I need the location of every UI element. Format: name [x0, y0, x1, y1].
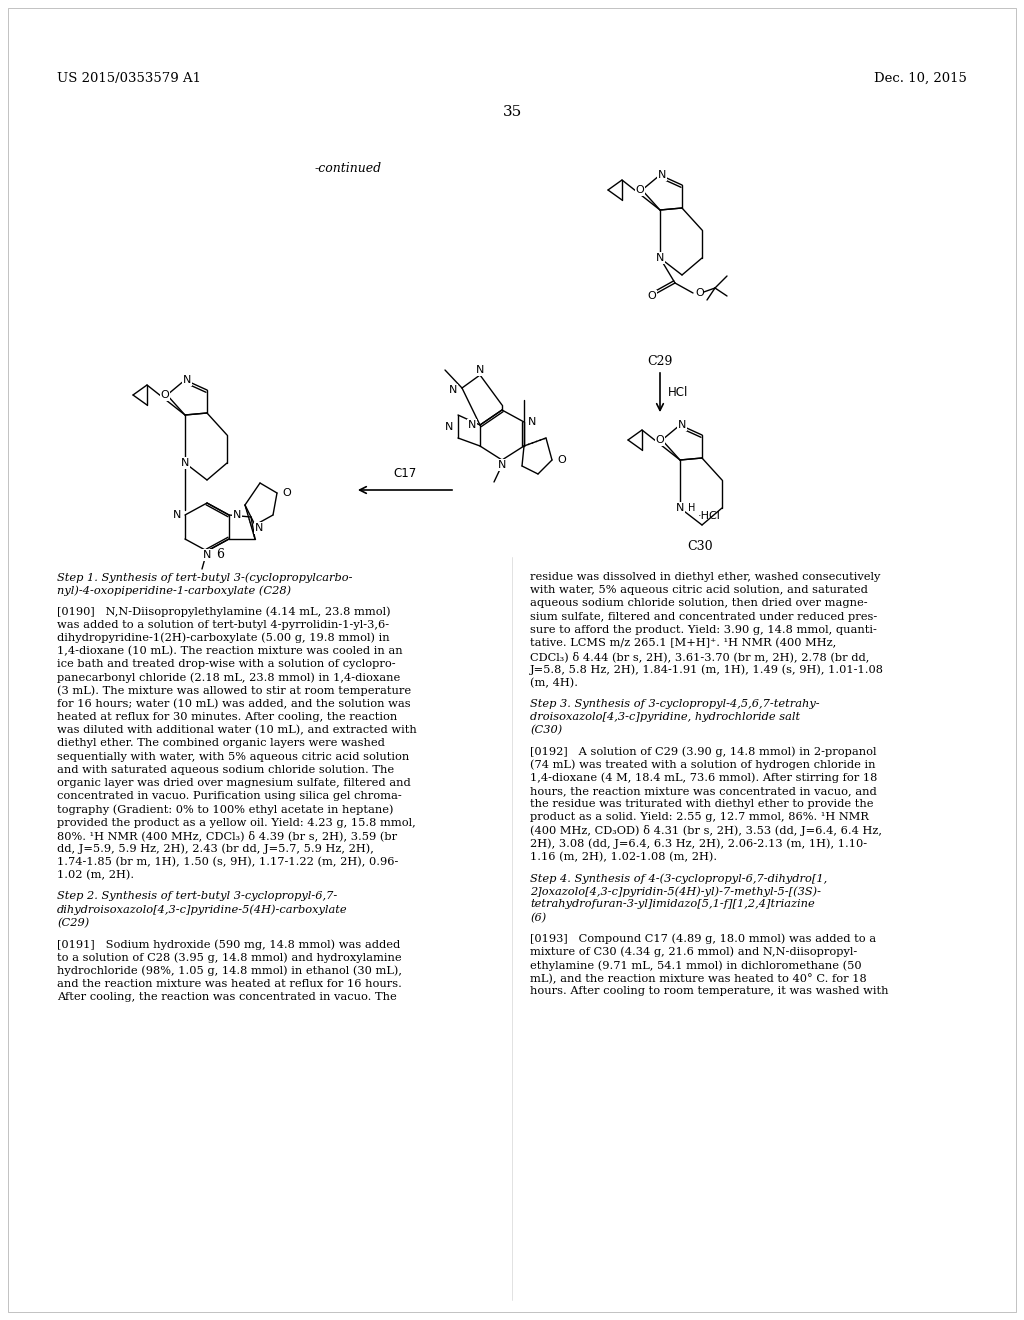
- Text: O: O: [161, 389, 169, 400]
- Text: ·HCl: ·HCl: [698, 511, 721, 521]
- Text: (C29): (C29): [57, 917, 89, 928]
- Text: Step 4. Synthesis of 4-(3-cyclopropyl-6,7-dihydro[1,: Step 4. Synthesis of 4-(3-cyclopropyl-6,…: [530, 873, 827, 883]
- Text: 80%. ¹H NMR (400 MHz, CDCl₃) δ 4.39 (br s, 2H), 3.59 (br: 80%. ¹H NMR (400 MHz, CDCl₃) δ 4.39 (br …: [57, 830, 397, 842]
- Text: was diluted with additional water (10 mL), and extracted with: was diluted with additional water (10 mL…: [57, 725, 417, 735]
- Text: 6: 6: [216, 548, 224, 561]
- Text: product as a solid. Yield: 2.55 g, 12.7 mmol, 86%. ¹H NMR: product as a solid. Yield: 2.55 g, 12.7 …: [530, 812, 869, 822]
- Text: to a solution of C28 (3.95 g, 14.8 mmol) and hydroxylamine: to a solution of C28 (3.95 g, 14.8 mmol)…: [57, 952, 401, 962]
- Text: CDCl₃) δ 4.44 (br s, 2H), 3.61-3.70 (br m, 2H), 2.78 (br dd,: CDCl₃) δ 4.44 (br s, 2H), 3.61-3.70 (br …: [530, 651, 869, 663]
- Text: droisoxazolo[4,3-c]pyridine, hydrochloride salt: droisoxazolo[4,3-c]pyridine, hydrochlori…: [530, 711, 800, 722]
- Text: hydrochloride (98%, 1.05 g, 14.8 mmol) in ethanol (30 mL),: hydrochloride (98%, 1.05 g, 14.8 mmol) i…: [57, 965, 402, 975]
- Text: N: N: [183, 375, 191, 385]
- Text: aqueous sodium chloride solution, then dried over magne-: aqueous sodium chloride solution, then d…: [530, 598, 867, 609]
- Text: and the reaction mixture was heated at reflux for 16 hours.: and the reaction mixture was heated at r…: [57, 978, 401, 989]
- Text: O: O: [655, 436, 665, 445]
- Text: N: N: [444, 421, 453, 432]
- Text: Step 1. Synthesis of tert-butyl 3-(cyclopropylcarbo-: Step 1. Synthesis of tert-butyl 3-(cyclo…: [57, 572, 352, 582]
- Text: [0192]   A solution of C29 (3.90 g, 14.8 mmol) in 2-propanol: [0192] A solution of C29 (3.90 g, 14.8 m…: [530, 746, 877, 756]
- Text: (m, 4H).: (m, 4H).: [530, 677, 578, 688]
- Text: dd, J=5.9, 5.9 Hz, 2H), 2.43 (br dd, J=5.7, 5.9 Hz, 2H),: dd, J=5.9, 5.9 Hz, 2H), 2.43 (br dd, J=5…: [57, 843, 374, 854]
- Text: C29: C29: [647, 355, 673, 368]
- Text: N: N: [655, 253, 665, 263]
- Text: H: H: [688, 503, 695, 513]
- Text: organic layer was dried over magnesium sulfate, filtered and: organic layer was dried over magnesium s…: [57, 777, 411, 788]
- Text: C17: C17: [393, 467, 417, 480]
- Text: After cooling, the reaction was concentrated in vacuo. The: After cooling, the reaction was concentr…: [57, 991, 396, 1002]
- Text: [0190]   N,N-Diisopropylethylamine (4.14 mL, 23.8 mmol): [0190] N,N-Diisopropylethylamine (4.14 m…: [57, 606, 390, 616]
- Text: with water, 5% aqueous citric acid solution, and saturated: with water, 5% aqueous citric acid solut…: [530, 585, 868, 595]
- Text: -continued: -continued: [315, 162, 382, 176]
- Text: 1.16 (m, 2H), 1.02-1.08 (m, 2H).: 1.16 (m, 2H), 1.02-1.08 (m, 2H).: [530, 851, 717, 862]
- Text: heated at reflux for 30 minutes. After cooling, the reaction: heated at reflux for 30 minutes. After c…: [57, 711, 397, 722]
- Text: 1,4-dioxane (10 mL). The reaction mixture was cooled in an: 1,4-dioxane (10 mL). The reaction mixtur…: [57, 645, 402, 656]
- Text: N: N: [181, 458, 189, 469]
- Text: 1.02 (m, 2H).: 1.02 (m, 2H).: [57, 870, 134, 880]
- Text: for 16 hours; water (10 mL) was added, and the solution was: for 16 hours; water (10 mL) was added, a…: [57, 698, 411, 709]
- Text: O: O: [695, 288, 703, 298]
- Text: N: N: [233, 510, 242, 520]
- Text: 2]oxazolo[4,3-c]pyridin-5(4H)-yl)-7-methyl-5-[(3S)-: 2]oxazolo[4,3-c]pyridin-5(4H)-yl)-7-meth…: [530, 886, 821, 896]
- Text: N: N: [657, 170, 667, 180]
- Text: (400 MHz, CD₃OD) δ 4.31 (br s, 2H), 3.53 (dd, J=6.4, 6.4 Hz,: (400 MHz, CD₃OD) δ 4.31 (br s, 2H), 3.53…: [530, 825, 882, 837]
- Text: and with saturated aqueous sodium chloride solution. The: and with saturated aqueous sodium chlori…: [57, 764, 394, 775]
- Text: hours, the reaction mixture was concentrated in vacuo, and: hours, the reaction mixture was concentr…: [530, 785, 877, 796]
- Text: was added to a solution of tert-butyl 4-pyrrolidin-1-yl-3,6-: was added to a solution of tert-butyl 4-…: [57, 619, 389, 630]
- Text: hours. After cooling to room temperature, it was washed with: hours. After cooling to room temperature…: [530, 986, 889, 997]
- Text: sure to afford the product. Yield: 3.90 g, 14.8 mmol, quanti-: sure to afford the product. Yield: 3.90 …: [530, 624, 877, 635]
- Text: Dec. 10, 2015: Dec. 10, 2015: [874, 73, 967, 84]
- Text: Step 3. Synthesis of 3-cyclopropyl-4,5,6,7-tetrahy-: Step 3. Synthesis of 3-cyclopropyl-4,5,6…: [530, 698, 819, 709]
- Text: mixture of C30 (4.34 g, 21.6 mmol) and N,N-diisopropyl-: mixture of C30 (4.34 g, 21.6 mmol) and N…: [530, 946, 857, 957]
- Text: Step 2. Synthesis of tert-butyl 3-cyclopropyl-6,7-: Step 2. Synthesis of tert-butyl 3-cyclop…: [57, 891, 337, 902]
- Text: (3 mL). The mixture was allowed to stir at room temperature: (3 mL). The mixture was allowed to stir …: [57, 685, 411, 696]
- Text: HCl: HCl: [668, 387, 688, 400]
- Text: provided the product as a yellow oil. Yield: 4.23 g, 15.8 mmol,: provided the product as a yellow oil. Yi…: [57, 817, 416, 828]
- Text: tography (Gradient: 0% to 100% ethyl acetate in heptane): tography (Gradient: 0% to 100% ethyl ace…: [57, 804, 393, 814]
- Text: 1,4-dioxane (4 M, 18.4 mL, 73.6 mmol). After stirring for 18: 1,4-dioxane (4 M, 18.4 mL, 73.6 mmol). A…: [530, 772, 878, 783]
- Text: [0191]   Sodium hydroxide (590 mg, 14.8 mmol) was added: [0191] Sodium hydroxide (590 mg, 14.8 mm…: [57, 939, 400, 949]
- Text: sequentially with water, with 5% aqueous citric acid solution: sequentially with water, with 5% aqueous…: [57, 751, 410, 762]
- Text: nyl)-4-oxopiperidine-1-carboxylate (C28): nyl)-4-oxopiperidine-1-carboxylate (C28): [57, 585, 291, 595]
- Text: (6): (6): [530, 912, 546, 923]
- Text: N: N: [498, 459, 506, 470]
- Text: N: N: [476, 366, 484, 375]
- Text: 35: 35: [503, 106, 521, 119]
- Text: concentrated in vacuo. Purification using silica gel chroma-: concentrated in vacuo. Purification usin…: [57, 791, 401, 801]
- Text: N: N: [468, 420, 476, 430]
- Text: O: O: [636, 185, 644, 195]
- Text: residue was dissolved in diethyl ether, washed consecutively: residue was dissolved in diethyl ether, …: [530, 572, 881, 582]
- Text: US 2015/0353579 A1: US 2015/0353579 A1: [57, 73, 201, 84]
- Text: tetrahydrofuran-3-yl]imidazo[5,1-f][1,2,4]triazine: tetrahydrofuran-3-yl]imidazo[5,1-f][1,2,…: [530, 899, 815, 909]
- Text: (74 mL) was treated with a solution of hydrogen chloride in: (74 mL) was treated with a solution of h…: [530, 759, 876, 770]
- Text: the residue was triturated with diethyl ether to provide the: the residue was triturated with diethyl …: [530, 799, 873, 809]
- Text: dihydropyridine-1(2H)-carboxylate (5.00 g, 19.8 mmol) in: dihydropyridine-1(2H)-carboxylate (5.00 …: [57, 632, 389, 643]
- Text: N: N: [203, 550, 211, 560]
- Text: O: O: [282, 488, 291, 498]
- Text: N: N: [678, 420, 686, 430]
- Text: J=5.8, 5.8 Hz, 2H), 1.84-1.91 (m, 1H), 1.49 (s, 9H), 1.01-1.08: J=5.8, 5.8 Hz, 2H), 1.84-1.91 (m, 1H), 1…: [530, 664, 884, 675]
- Text: O: O: [557, 455, 565, 465]
- Text: N: N: [676, 503, 684, 513]
- Text: ethylamine (9.71 mL, 54.1 mmol) in dichloromethane (50: ethylamine (9.71 mL, 54.1 mmol) in dichl…: [530, 960, 861, 970]
- Text: panecarbonyl chloride (2.18 mL, 23.8 mmol) in 1,4-dioxane: panecarbonyl chloride (2.18 mL, 23.8 mmo…: [57, 672, 400, 682]
- Text: diethyl ether. The combined organic layers were washed: diethyl ether. The combined organic laye…: [57, 738, 385, 748]
- Text: (C30): (C30): [530, 725, 562, 735]
- Text: N: N: [255, 523, 263, 533]
- Text: N: N: [449, 385, 457, 395]
- Text: N: N: [528, 417, 537, 426]
- Text: tative. LCMS m/z 265.1 [M+H]⁺. ¹H NMR (400 MHz,: tative. LCMS m/z 265.1 [M+H]⁺. ¹H NMR (4…: [530, 638, 837, 648]
- Text: ice bath and treated drop-wise with a solution of cyclopro-: ice bath and treated drop-wise with a so…: [57, 659, 395, 669]
- Text: dihydroisoxazolo[4,3-c]pyridine-5(4H)-carboxylate: dihydroisoxazolo[4,3-c]pyridine-5(4H)-ca…: [57, 904, 347, 915]
- Text: sium sulfate, filtered and concentrated under reduced pres-: sium sulfate, filtered and concentrated …: [530, 611, 878, 622]
- Text: C30: C30: [687, 540, 713, 553]
- Text: 2H), 3.08 (dd, J=6.4, 6.3 Hz, 2H), 2.06-2.13 (m, 1H), 1.10-: 2H), 3.08 (dd, J=6.4, 6.3 Hz, 2H), 2.06-…: [530, 838, 867, 849]
- Text: [0193]   Compound C17 (4.89 g, 18.0 mmol) was added to a: [0193] Compound C17 (4.89 g, 18.0 mmol) …: [530, 933, 877, 944]
- Text: O: O: [647, 290, 656, 301]
- Text: N: N: [173, 510, 181, 520]
- Text: 1.74-1.85 (br m, 1H), 1.50 (s, 9H), 1.17-1.22 (m, 2H), 0.96-: 1.74-1.85 (br m, 1H), 1.50 (s, 9H), 1.17…: [57, 857, 398, 867]
- Text: mL), and the reaction mixture was heated to 40° C. for 18: mL), and the reaction mixture was heated…: [530, 973, 866, 983]
